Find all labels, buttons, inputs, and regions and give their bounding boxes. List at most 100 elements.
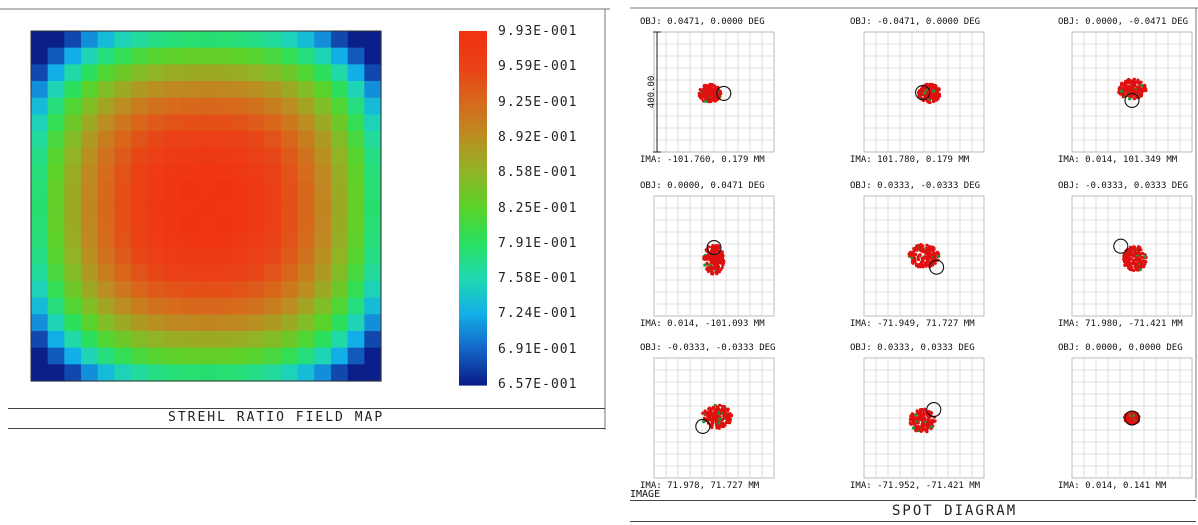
heatmap-cell xyxy=(314,31,332,49)
heatmap-cell xyxy=(264,364,282,382)
heatmap-cell xyxy=(31,181,49,199)
heatmap-cell xyxy=(231,231,249,249)
spot-point xyxy=(714,247,718,251)
heatmap-cell xyxy=(314,97,332,115)
spot-point xyxy=(1127,78,1131,82)
colorbar-tick-label: 9.25E-001 xyxy=(498,94,578,110)
colorbar-segment xyxy=(459,87,487,91)
heatmap-cell xyxy=(197,114,215,132)
heatmap-cell xyxy=(131,197,149,215)
spot-point xyxy=(917,90,921,94)
colorbar-segment xyxy=(459,216,487,221)
heatmap-cell xyxy=(247,47,265,65)
colorbar-segment xyxy=(459,358,487,362)
spot-point xyxy=(719,410,723,415)
colorbar-segment xyxy=(459,128,487,132)
spot-point xyxy=(710,420,714,424)
heatmap-cell xyxy=(31,247,49,265)
heatmap-cell xyxy=(164,231,182,249)
spot-point xyxy=(919,410,923,415)
heatmap-cell xyxy=(181,31,199,49)
spot-point xyxy=(930,96,934,100)
spot-point xyxy=(1134,251,1138,256)
heatmap-cell xyxy=(247,64,265,82)
colorbar-segment xyxy=(459,92,487,97)
spot-ima-label: IMA: 0.014, -101.093 MM xyxy=(640,319,765,329)
spot-obj-label: OBJ: 0.0471, 0.0000 DEG xyxy=(640,17,765,27)
spot-point xyxy=(921,244,925,248)
spot-point xyxy=(1129,94,1133,98)
heatmap-cell xyxy=(97,31,115,49)
colorbar-segment xyxy=(459,290,487,295)
spot-point xyxy=(926,258,930,262)
heatmap-cell xyxy=(47,164,65,182)
heatmap-cell xyxy=(97,64,115,82)
airy-disk-circle xyxy=(915,85,931,101)
colorbar-segment xyxy=(459,187,487,191)
spot-point xyxy=(916,425,920,429)
heatmap-cell xyxy=(181,181,199,199)
heatmap-cell xyxy=(164,347,182,365)
spot-point xyxy=(1144,87,1148,91)
heatmap-cell xyxy=(197,97,215,115)
heatmap-cell xyxy=(97,114,115,132)
spot-point xyxy=(1133,246,1137,250)
heatmap-cell xyxy=(297,181,315,199)
heatmap-cell xyxy=(247,364,265,382)
heatmap-cell xyxy=(81,97,99,115)
spot-point xyxy=(714,423,719,427)
heatmap-cell xyxy=(314,114,332,132)
heatmap-cell xyxy=(347,97,365,115)
heatmap-cell xyxy=(247,314,265,332)
spot-point xyxy=(712,258,716,262)
colorbar-segment xyxy=(459,190,487,194)
heatmap-cell xyxy=(331,114,349,132)
heatmap-cell xyxy=(197,181,215,199)
airy-disk-circle xyxy=(706,240,722,256)
heatmap-cell xyxy=(364,64,382,82)
heatmap-cell xyxy=(231,114,249,132)
colorbar-segment xyxy=(459,196,487,200)
heatmap-cell xyxy=(314,147,332,165)
heatmap-cell xyxy=(264,164,282,182)
spot-ima-label: IMA: 0.014, 0.141 MM xyxy=(1058,481,1167,491)
colorbar-segment xyxy=(459,169,487,174)
spot-point xyxy=(718,417,722,421)
colorbar-segment xyxy=(459,143,487,147)
heatmap-cell xyxy=(181,214,199,232)
heatmap-cell xyxy=(147,81,165,99)
colorbar-segment xyxy=(459,311,487,315)
heatmap-cell xyxy=(31,364,49,382)
colorbar-segment xyxy=(459,222,487,227)
colorbar-segment xyxy=(459,213,487,218)
spot-point xyxy=(714,420,718,425)
heatmap-cell xyxy=(297,147,315,165)
heatmap-cell xyxy=(197,31,215,49)
heatmap-cell xyxy=(31,81,49,99)
heatmap-cell xyxy=(164,147,182,165)
colorbar-segment xyxy=(459,122,487,126)
heatmap-cell xyxy=(31,314,49,332)
spot-point xyxy=(711,244,715,248)
spot-point xyxy=(923,407,927,411)
spot-point xyxy=(914,262,918,267)
spot-point xyxy=(707,410,711,414)
spot-point xyxy=(707,245,711,249)
heatmap-cell xyxy=(281,47,299,65)
colorbar-segment xyxy=(459,193,487,197)
airy-disk-circle xyxy=(695,418,711,434)
spot-point xyxy=(712,247,716,251)
heatmap-cell xyxy=(47,97,65,115)
heatmap-cell xyxy=(331,297,349,315)
heatmap-cell xyxy=(81,47,99,65)
colorbar-segment xyxy=(459,246,487,250)
heatmap-cell xyxy=(247,214,265,232)
colorbar-segment xyxy=(459,72,487,76)
colorbar-segment xyxy=(459,225,487,230)
spot-diagram: OBJ: 0.0471, 0.0000 DEG IMA: -101.760, 0.… xyxy=(630,7,1198,498)
heatmap-cell xyxy=(31,164,49,182)
heatmap-cell xyxy=(347,197,365,215)
colorbar-segment xyxy=(459,252,487,256)
heatmap-cell xyxy=(81,314,99,332)
spot-point xyxy=(1128,266,1132,270)
